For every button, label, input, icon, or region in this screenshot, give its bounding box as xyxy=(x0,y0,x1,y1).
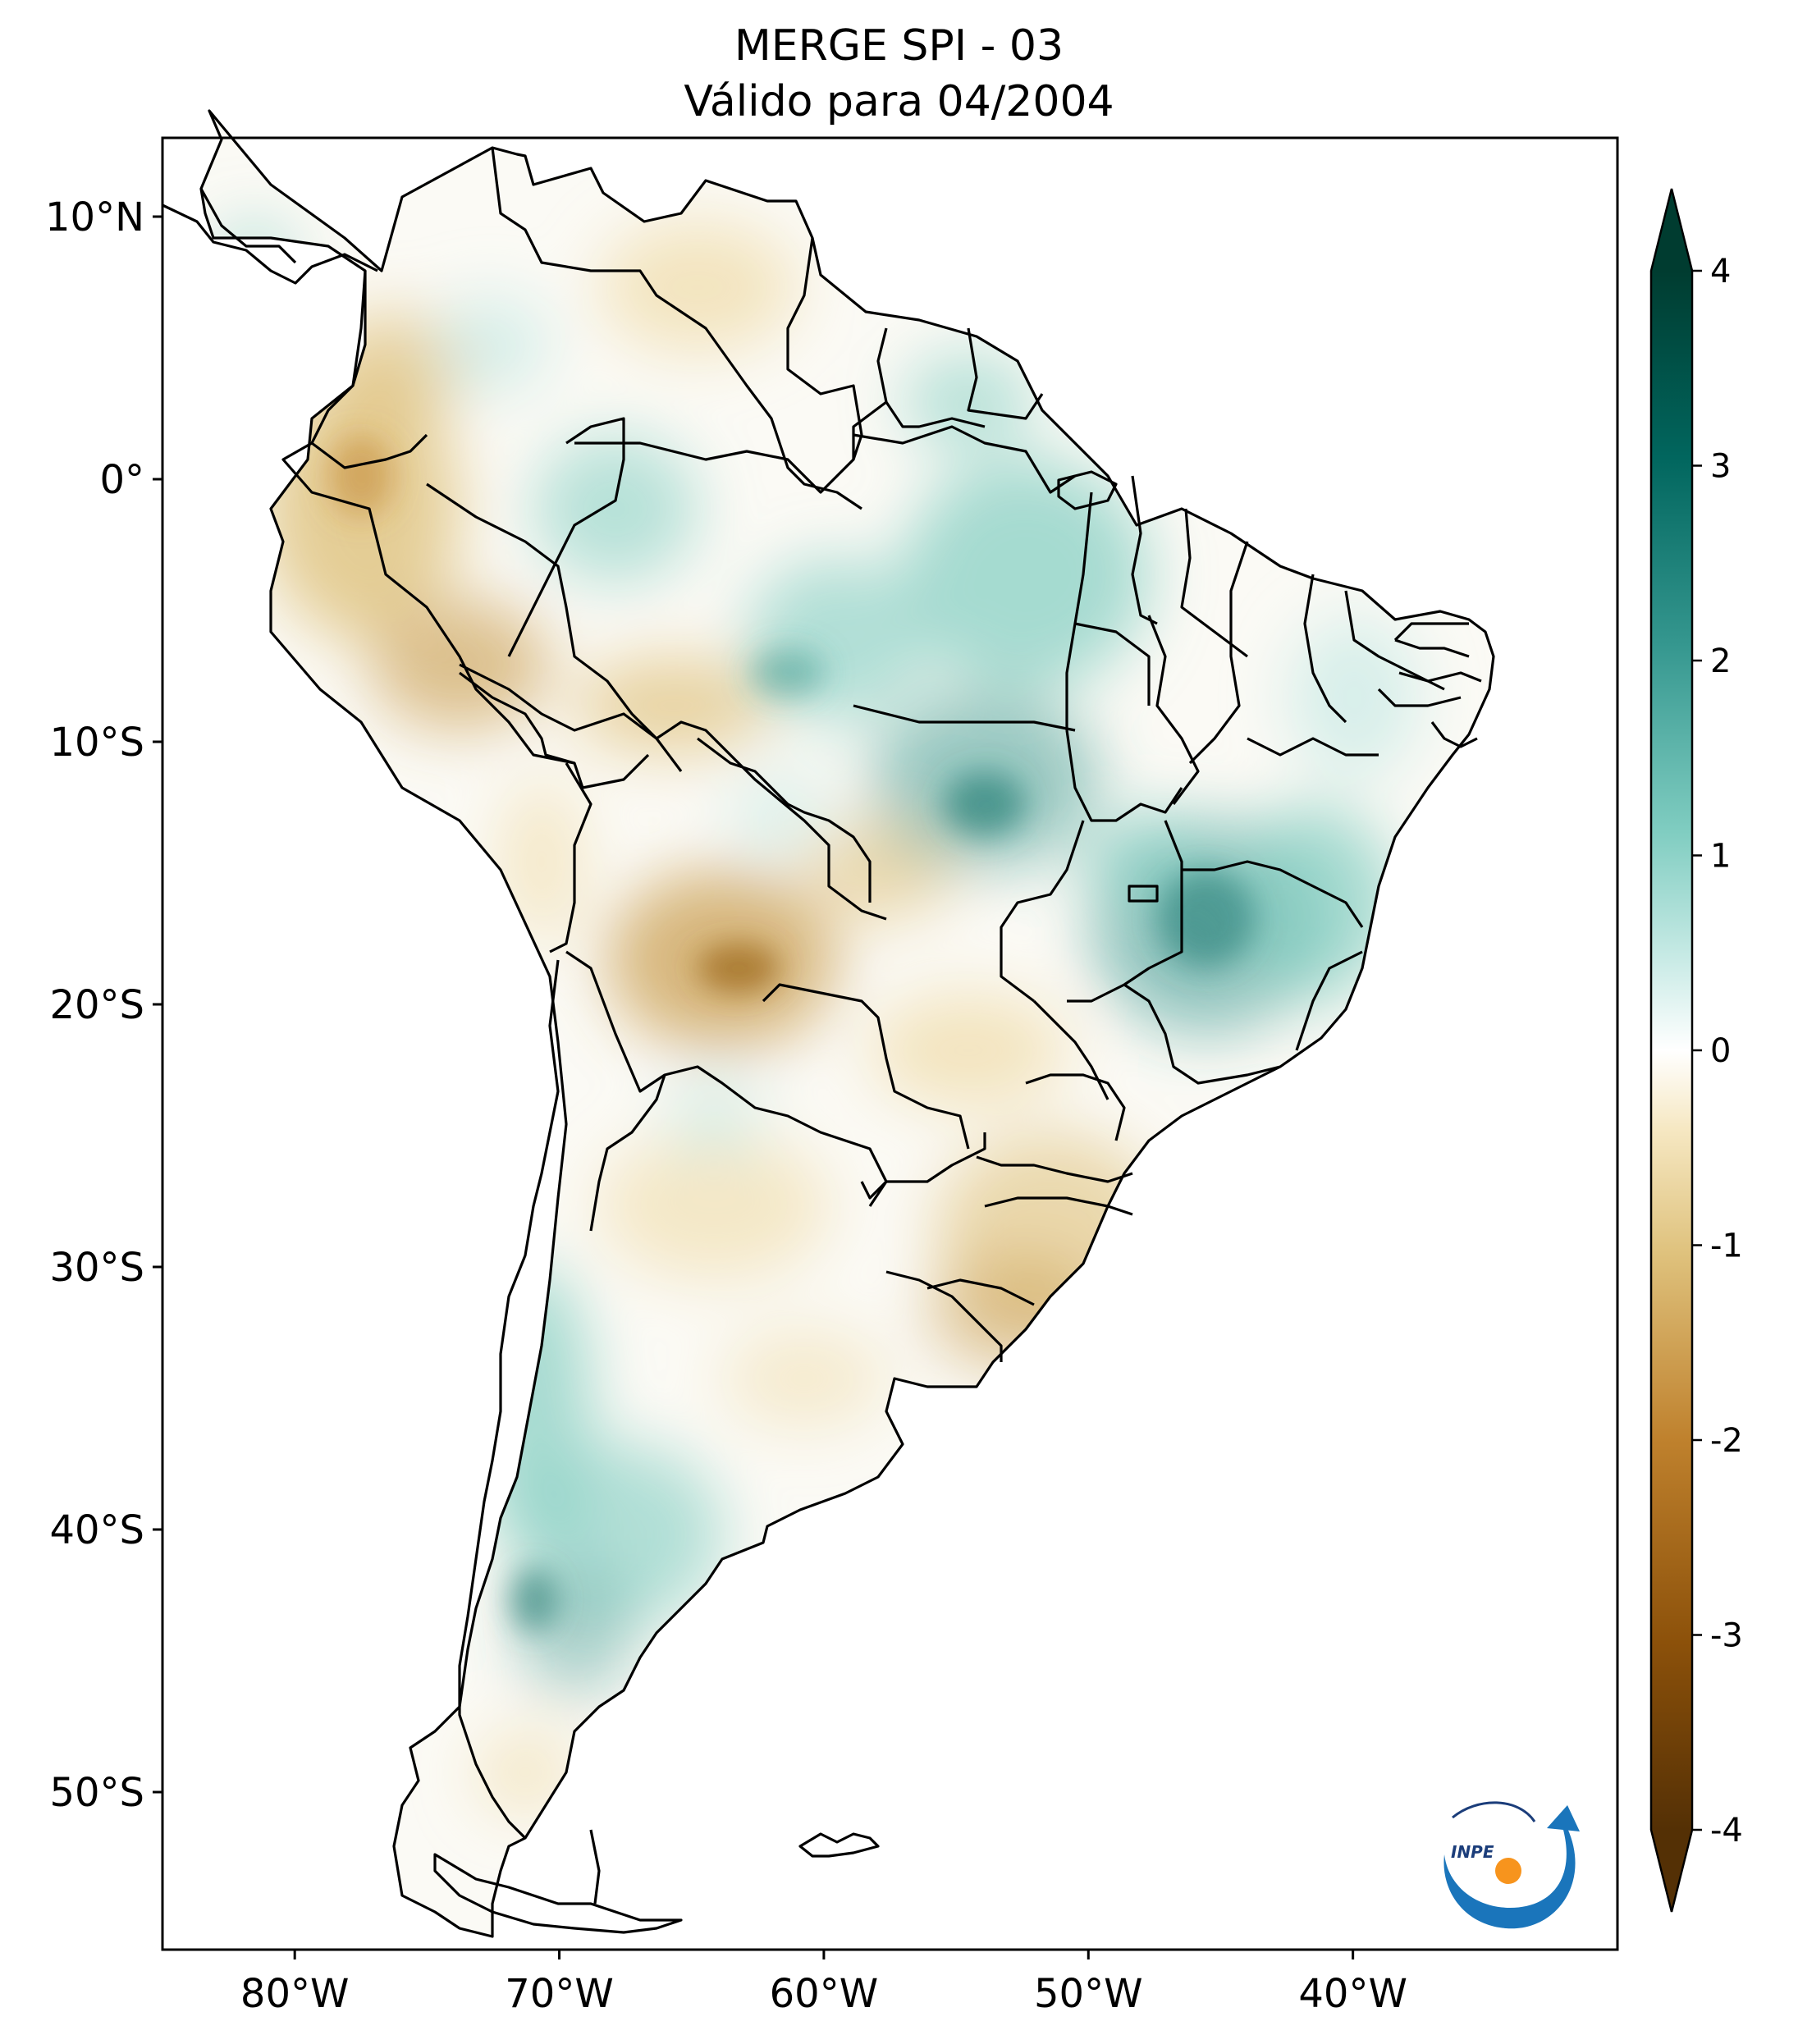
lat-tick-label: 50°S xyxy=(49,1770,144,1816)
lon-tick-label: 60°W xyxy=(770,1971,879,2017)
lat-tick-label: 30°S xyxy=(49,1245,144,1291)
inpe-logo: INPE xyxy=(1443,1801,1580,1929)
lat-tick-label: 0° xyxy=(99,457,144,503)
longitude-axis: 80°W 70°W 60°W 50°W 40°W xyxy=(240,1950,1407,2017)
latitude-axis: 10°N 0° 10°S 20°S 30°S 40°S 50°S xyxy=(45,194,162,1816)
lat-tick-label: 40°S xyxy=(49,1507,144,1553)
map-title: MERGE SPI - 03 xyxy=(734,21,1064,71)
colorbar-tick-label: 4 xyxy=(1710,253,1731,290)
lon-tick-label: 40°W xyxy=(1298,1971,1407,2017)
borders xyxy=(162,109,1495,1938)
lon-tick-label: 50°W xyxy=(1034,1971,1143,2017)
lon-tick-label: 80°W xyxy=(240,1971,350,2017)
colorbar-ticks: 4 3 2 1 0 -1 -2 -3 -4 xyxy=(1692,253,1743,1850)
colorbar-tick-label: 2 xyxy=(1710,642,1731,680)
colorbar-tick-label: -2 xyxy=(1710,1422,1743,1460)
logo-swoosh-icon xyxy=(1443,1828,1576,1929)
logo-sun-icon xyxy=(1495,1858,1521,1884)
colorbar-gradient xyxy=(1651,271,1692,1830)
colorbar-tick-label: -3 xyxy=(1710,1617,1743,1655)
colorbar-extend-min xyxy=(1651,1830,1692,1912)
lon-tick-label: 70°W xyxy=(505,1971,614,2017)
spi-field xyxy=(201,111,1494,1937)
logo-arrow-icon xyxy=(1547,1805,1580,1831)
colorbar: 4 3 2 1 0 -1 -2 -3 -4 xyxy=(1649,188,1743,1913)
colorbar-tick-label: -1 xyxy=(1710,1228,1743,1265)
lat-tick-label: 10°S xyxy=(49,720,144,766)
map-frame xyxy=(161,136,1619,1951)
logo-text: INPE xyxy=(1451,1842,1494,1862)
lat-tick-label: 10°N xyxy=(45,194,144,240)
colorbar-tick-label: 3 xyxy=(1710,448,1731,486)
colorbar-tick-label: 1 xyxy=(1710,838,1731,876)
map-subtitle: Válido para 04/2004 xyxy=(684,77,1114,126)
colorbar-tick-label: -4 xyxy=(1710,1812,1743,1850)
logo-orbit-icon xyxy=(1452,1801,1536,1822)
colorbar-tick-label: 0 xyxy=(1710,1032,1731,1070)
lat-tick-label: 20°S xyxy=(49,982,144,1028)
colorbar-extend-max xyxy=(1651,189,1692,271)
